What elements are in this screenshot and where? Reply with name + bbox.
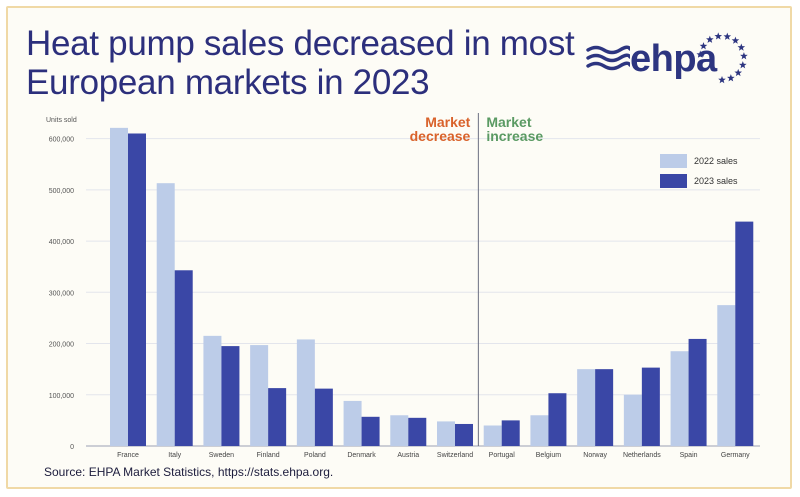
bar-2023 <box>455 423 473 446</box>
bar-2023 <box>314 388 333 446</box>
ehpa-logo: ehpa <box>586 28 766 92</box>
chart-title: Heat pump sales decreased in most Europe… <box>26 24 575 102</box>
x-tick-label: Portugal <box>489 452 516 459</box>
source-note: Source: EHPA Market Statistics, https://… <box>44 465 334 479</box>
bar-2022 <box>110 127 128 446</box>
bar-2022 <box>577 369 596 446</box>
bar-2023 <box>408 417 427 446</box>
y-axis-label: Units sold <box>46 117 77 124</box>
star-icon <box>699 42 708 50</box>
bar-2023 <box>174 270 193 446</box>
bar-2022 <box>203 335 222 446</box>
bar-2022 <box>156 183 175 446</box>
annotation-decrease-line1: Market <box>425 114 470 130</box>
star-icon <box>723 32 732 40</box>
x-tick-label: Sweden <box>209 452 234 459</box>
bar-2023 <box>128 133 146 446</box>
star-icon <box>731 36 740 44</box>
bar-2023 <box>501 420 520 446</box>
waves-icon <box>586 45 630 71</box>
bar-2022 <box>437 421 455 446</box>
star-icon <box>740 52 748 60</box>
bar-2022 <box>530 415 549 446</box>
annotation-increase-line2: increase <box>486 128 543 144</box>
star-icon <box>727 74 735 82</box>
bar-2022 <box>250 345 269 446</box>
x-tick-label: Poland <box>304 452 326 459</box>
x-tick-label: Finland <box>257 452 280 459</box>
bar-2023 <box>548 393 567 446</box>
x-tick-label: France <box>117 452 139 459</box>
bar-2023 <box>641 367 660 446</box>
bar-2023 <box>688 338 707 446</box>
y-tick-label: 100,000 <box>49 393 74 400</box>
star-icon <box>714 32 723 40</box>
star-icon <box>706 35 714 43</box>
annotation-decrease-line2: decrease <box>410 128 471 144</box>
bar-2022 <box>296 339 315 446</box>
star-icon <box>718 76 726 84</box>
y-tick-label: 500,000 <box>49 188 74 195</box>
y-tick-label: 400,000 <box>49 239 74 246</box>
bar-2023 <box>361 416 380 446</box>
x-tick-label: Denmark <box>347 452 376 459</box>
legend-swatch-2022 <box>660 154 687 168</box>
star-icon <box>739 61 747 69</box>
x-tick-label: Netherlands <box>623 452 661 459</box>
bar-2023 <box>221 346 240 446</box>
legend-label: 2022 sales <box>694 156 738 166</box>
x-tick-label: Norway <box>583 452 607 459</box>
x-tick-label: Switzerland <box>437 452 473 459</box>
x-tick-label: Spain <box>680 452 698 459</box>
legend-label: 2023 sales <box>694 176 738 186</box>
bar-2022 <box>390 415 409 446</box>
bar-2022 <box>623 394 642 446</box>
x-tick-label: Italy <box>168 452 181 459</box>
y-tick-label: 0 <box>70 444 74 451</box>
x-tick-label: Germany <box>721 452 750 459</box>
eu-stars-icon <box>696 32 748 84</box>
star-icon <box>734 68 743 77</box>
x-tick-label: Austria <box>397 452 419 459</box>
star-icon <box>696 50 705 58</box>
annotation-increase-line1: Market <box>486 114 531 130</box>
star-icon <box>737 43 746 51</box>
bar-2022 <box>343 400 362 446</box>
bar-2023 <box>268 388 287 446</box>
y-tick-label: 200,000 <box>49 342 74 349</box>
bar-2022 <box>717 305 736 446</box>
bar-2023 <box>595 369 614 446</box>
legend-swatch-2023 <box>660 174 687 188</box>
bar-2022 <box>670 351 689 446</box>
bar-2022 <box>483 425 502 446</box>
x-tick-label: Belgium <box>536 452 561 459</box>
bar-2023 <box>735 221 754 446</box>
y-tick-label: 600,000 <box>49 137 74 144</box>
y-tick-label: 300,000 <box>49 290 74 297</box>
